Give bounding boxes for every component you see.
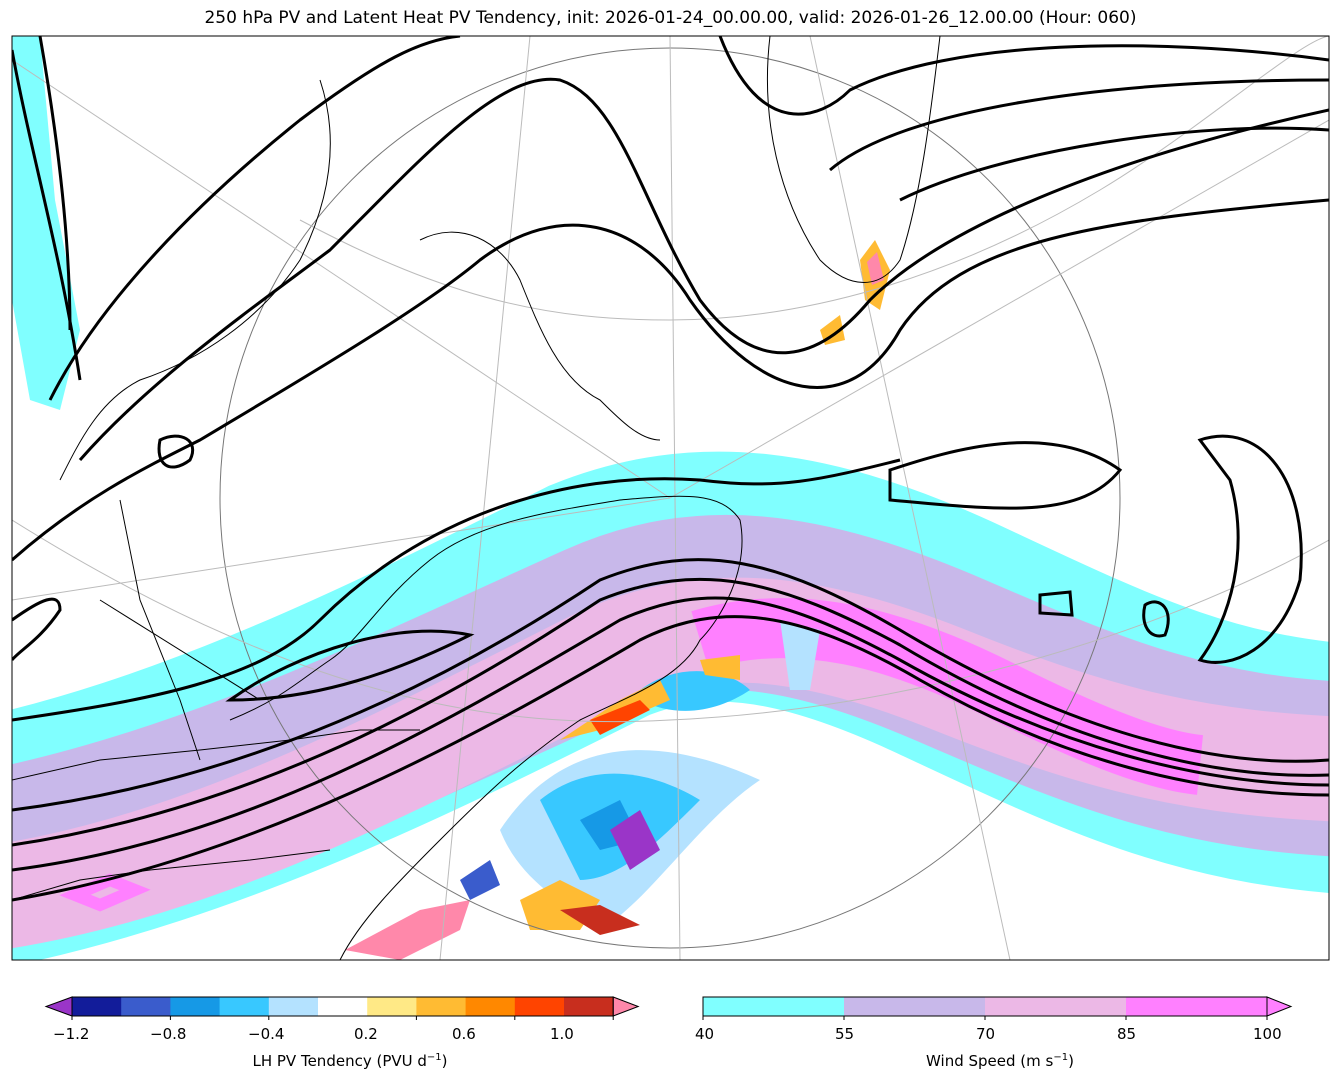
pv-colorbar-segment bbox=[514, 997, 565, 1016]
graticule bbox=[12, 36, 1329, 960]
pv-colorbar bbox=[44, 996, 640, 1020]
pv-colorbar-segment bbox=[564, 997, 614, 1016]
wind-colorbar-extend-high bbox=[1266, 996, 1293, 1017]
pv-contours bbox=[12, 36, 1329, 902]
map-title: 250 hPa PV and Latent Heat PV Tendency, … bbox=[204, 8, 1137, 28]
pv-colorbar-outline bbox=[71, 996, 614, 1017]
wind-tick: 40 bbox=[695, 1025, 715, 1043]
wind-tick: 85 bbox=[1117, 1025, 1137, 1043]
pv-colorbar-segment bbox=[367, 997, 417, 1016]
wind-tick: 70 bbox=[976, 1025, 996, 1043]
wind-tick: 100 bbox=[1253, 1025, 1282, 1043]
pv-colorbar-extend-low bbox=[44, 996, 73, 1017]
pv-colorbar-extend-high bbox=[612, 996, 640, 1017]
pv-tick: −0.8 bbox=[150, 1025, 187, 1043]
wind-colorbar-segment bbox=[985, 997, 1127, 1016]
pv-colorbar-segment bbox=[121, 997, 171, 1016]
wind-colorbar-segment bbox=[703, 997, 845, 1016]
pv-colorbar-segment bbox=[465, 997, 516, 1016]
pv-tick: 0.6 bbox=[452, 1025, 476, 1043]
pv-colorbar-label: LH PV Tendency (PVU d−1) bbox=[252, 1052, 448, 1070]
pv-colorbar-segment bbox=[170, 997, 221, 1016]
pv-colorbar-segment bbox=[219, 997, 270, 1016]
pv-colorbar-segment bbox=[318, 997, 368, 1016]
wind-colorbar-label: Wind Speed (m s−1) bbox=[926, 1052, 1074, 1070]
pv-tendency-patches bbox=[345, 240, 890, 960]
wind-colorbar-segment bbox=[1126, 997, 1268, 1016]
wind-band-85-sw bbox=[59, 873, 151, 912]
wind-tick: 55 bbox=[835, 1025, 855, 1043]
coastlines bbox=[12, 36, 941, 960]
wind-colorbar bbox=[702, 996, 1293, 1020]
pv-colorbar-segment bbox=[72, 997, 122, 1016]
pv-tick: 0.2 bbox=[354, 1025, 378, 1043]
pv-tick: 1.0 bbox=[550, 1025, 574, 1043]
pv-tick: −1.2 bbox=[53, 1025, 90, 1043]
pv-tick: −0.4 bbox=[248, 1025, 285, 1043]
pv-colorbar-segment bbox=[268, 997, 319, 1016]
wind-colorbar-segment bbox=[844, 997, 986, 1016]
pv-colorbar-segment bbox=[416, 997, 467, 1016]
